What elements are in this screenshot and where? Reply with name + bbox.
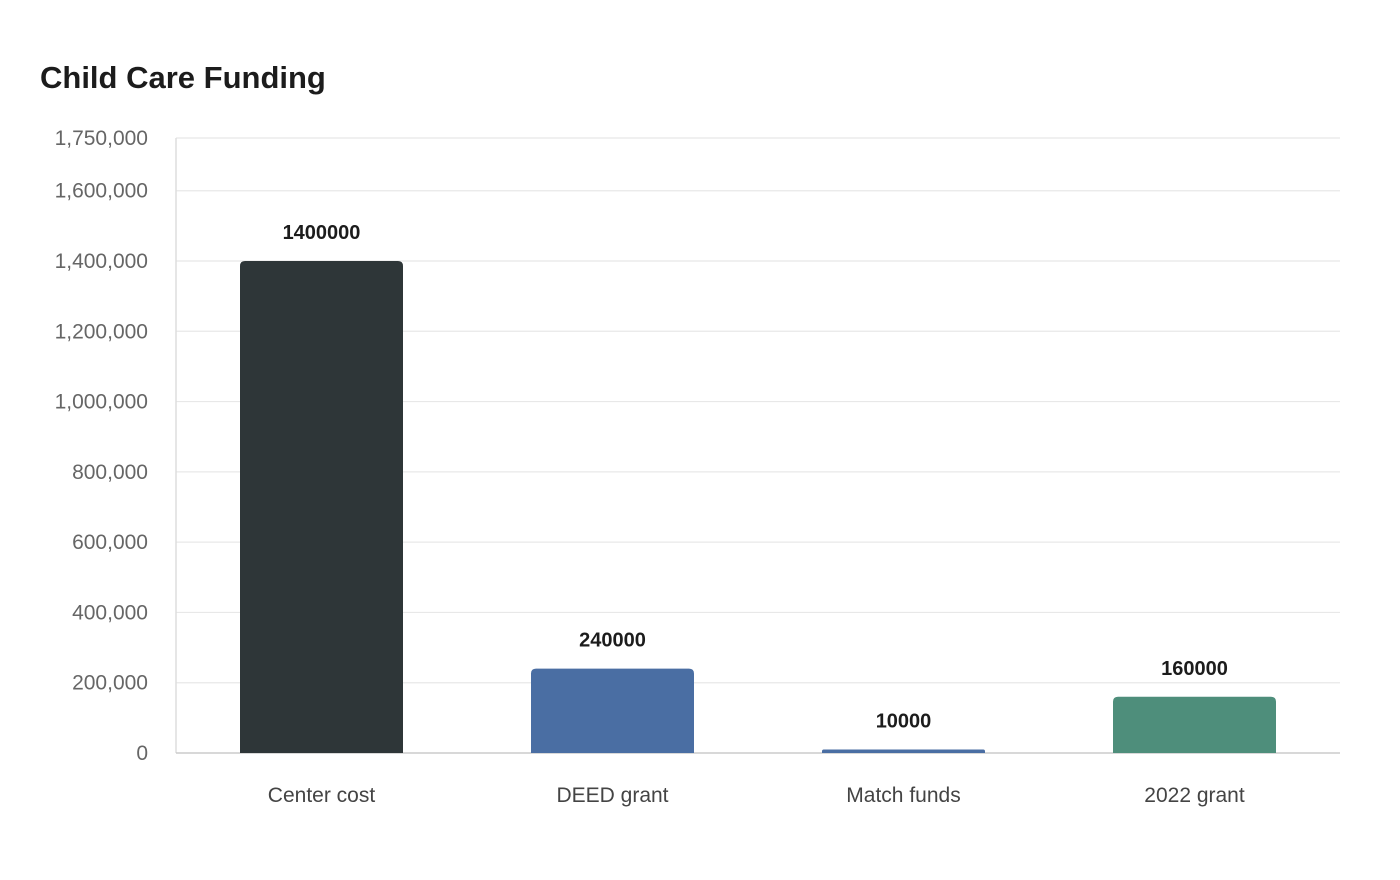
data-label: 240000: [579, 630, 646, 652]
y-tick-label: 1,750,000: [55, 127, 148, 150]
y-tick-label: 400,000: [72, 601, 148, 624]
data-label: 160000: [1161, 658, 1228, 680]
y-tick-labels: 0 200,000 400,000 600,000 800,000 1,000,000 1,…: [55, 127, 148, 765]
y-tick-label: 1,600,000: [55, 180, 148, 203]
chart-title: Child Care Funding: [40, 60, 326, 95]
data-labels: 1400000 240000 10000 160000: [283, 222, 1228, 732]
y-tick-label: 200,000: [72, 672, 148, 695]
y-tick-label: 0: [136, 742, 148, 765]
data-label: 10000: [876, 710, 932, 732]
y-tick-label: 1,200,000: [55, 320, 148, 343]
bar-2022-grant: [1113, 696, 1276, 753]
bar-center-cost: [240, 261, 403, 753]
x-category-label: DEED grant: [556, 784, 668, 807]
y-tick-label: 800,000: [72, 461, 148, 484]
bars: [240, 261, 1276, 753]
y-tick-label: 1,000,000: [55, 391, 148, 414]
x-category-label: Match funds: [846, 784, 960, 807]
data-label: 1400000: [283, 222, 361, 244]
y-tick-label: 1,400,000: [55, 250, 148, 273]
category-labels: Center cost DEED grant Match funds 2022 gra…: [268, 784, 1245, 807]
x-category-label: 2022 grant: [1144, 784, 1245, 807]
bar-match-funds: [822, 749, 985, 753]
x-category-label: Center cost: [268, 784, 376, 807]
bar-deed-grant: [531, 668, 694, 753]
y-tick-label: 600,000: [72, 531, 148, 554]
